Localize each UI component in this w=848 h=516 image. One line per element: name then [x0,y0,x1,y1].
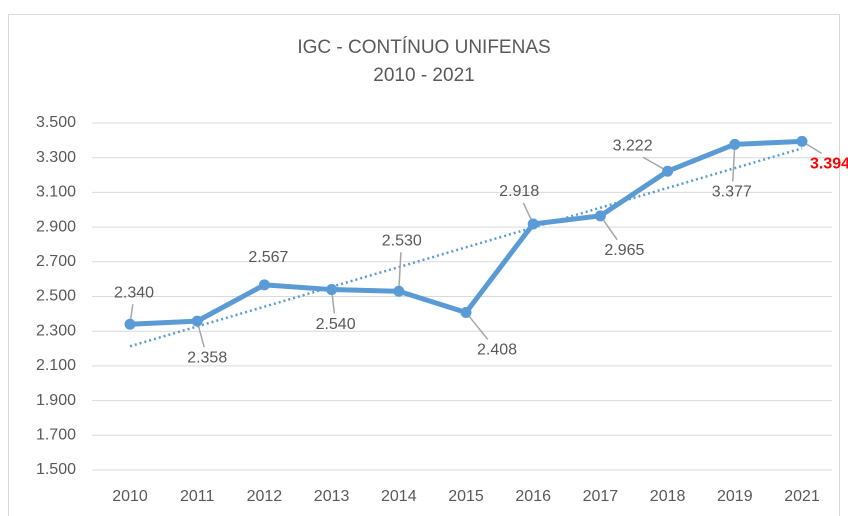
x-tick-label: 2018 [650,488,686,505]
y-tick-label: 1.500 [36,461,76,478]
data-label: 2.358 [187,349,227,366]
data-label: 2.540 [316,316,356,333]
data-point [527,218,539,230]
y-tick-label: 1.700 [36,427,76,444]
data-point [460,306,472,318]
data-point [258,279,270,291]
x-tick-label: 2015 [448,488,484,505]
leader-line [465,311,489,340]
x-tick-label: 2012 [247,488,283,505]
data-label: 3.394 [810,156,848,173]
x-tick-label: 2016 [515,488,551,505]
x-tick-label: 2011 [180,488,215,505]
x-tick-label: 2019 [717,488,753,505]
leader-line [731,144,736,182]
y-tick-label: 2.700 [36,253,76,270]
y-tick-label: 2.900 [36,218,76,235]
x-tick-label: 2010 [112,488,148,505]
data-label: 2.530 [382,233,422,250]
data-point [796,135,808,147]
data-label: 2.340 [114,284,154,301]
trendline [129,147,803,348]
y-tick-label: 2.300 [36,322,76,339]
data-point [729,138,741,150]
data-label: 2.965 [604,242,644,259]
data-label: 2.918 [499,183,539,200]
data-point [124,318,136,330]
data-point [594,210,606,222]
data-label: 3.377 [712,184,752,201]
y-tick-label: 2.100 [36,357,76,374]
data-point [662,165,674,177]
data-label: 2.408 [477,342,517,359]
x-tick-label: 2014 [381,488,417,505]
x-tick-label: 2021 [784,488,820,505]
chart-subtitle: 2010 - 2021 [373,65,474,86]
y-tick-label: 3.100 [36,184,76,201]
y-tick-label: 2.500 [36,288,76,305]
y-tick-label: 3.500 [36,114,76,131]
data-point [326,284,338,296]
y-tick-label: 3.300 [36,149,76,166]
x-tick-label: 2013 [314,488,350,505]
chart-frame [8,14,840,516]
data-label: 3.222 [613,137,653,154]
data-label: 2.567 [248,249,288,266]
chart-title: IGC - CONTÍNUO UNIFENAS [297,37,550,58]
x-tick-label: 2017 [583,488,619,505]
data-point [393,285,405,297]
data-point [191,315,203,327]
leader-line [398,252,402,292]
y-tick-label: 1.900 [36,392,76,409]
